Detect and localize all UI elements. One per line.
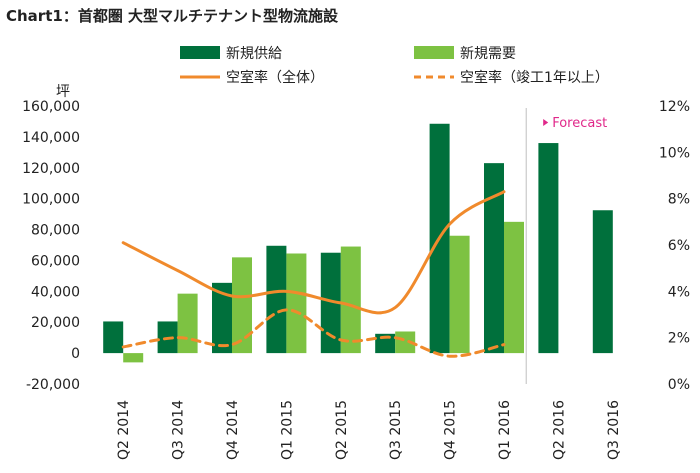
legend-label-vacancy-overall: 空室率（全体） [226, 69, 324, 86]
y2-tick-label: 12% [659, 99, 690, 115]
y-tick-label: 100,000 [22, 192, 80, 208]
x-tick-label: Q1 2016 [497, 400, 513, 460]
y2-tick-label: 10% [659, 145, 690, 161]
x-tick-label: Q2 2014 [116, 400, 132, 460]
bar [286, 253, 307, 354]
x-tick-label: Q2 2016 [551, 400, 567, 460]
lines [121, 190, 506, 358]
y-tick-label: 40,000 [31, 284, 80, 300]
y-axis-left: -20,000 0 20,000 40,000 60,000 80,000 100,000 1… [22, 99, 80, 393]
x-tick-label: Q3 2016 [606, 400, 622, 460]
x-tick-label: Q4 2015 [443, 400, 459, 460]
legend-swatch-new-demand [414, 46, 454, 59]
bar [212, 282, 232, 354]
y-tick-label: 80,000 [31, 223, 80, 239]
series-line [121, 308, 506, 358]
legend: 新規供給 新規需要 空室率（全体） 空室率（竣工1年以上） [180, 46, 609, 86]
legend-label-new-supply: 新規供給 [226, 46, 282, 62]
y2-tick-label: 6% [668, 238, 690, 254]
x-tick-label: Q4 2014 [225, 400, 241, 460]
legend-swatch-new-supply [180, 46, 220, 59]
bar [504, 221, 524, 354]
x-tick-label: Q2 2015 [334, 400, 350, 460]
bar [538, 143, 559, 354]
forecast-marker: Forecast [525, 108, 607, 384]
y2-tick-label: 4% [668, 284, 690, 300]
y-axis-label: 坪 [56, 84, 70, 100]
legend-label-new-demand: 新規需要 [460, 46, 516, 62]
y-tick-label: 60,000 [31, 253, 80, 269]
bar [320, 252, 341, 354]
bar [232, 257, 252, 354]
bar [177, 293, 198, 354]
bars [103, 123, 613, 363]
bar [266, 245, 287, 354]
bar [395, 331, 416, 354]
y-tick-label: -20,000 [26, 377, 80, 393]
y-tick-label: 20,000 [31, 315, 80, 331]
y-axis-right: 0% 2% 4% 6% 8% 10% 12% [659, 99, 690, 393]
bar [340, 246, 361, 354]
bar [592, 210, 613, 354]
x-tick-label: Q3 2015 [388, 400, 404, 460]
forecast-arrow-icon [543, 119, 549, 126]
x-axis: Q2 2014 Q3 2014 Q4 2014 Q1 2015 Q2 2015 Q3 20… [116, 400, 622, 460]
y2-tick-label: 8% [668, 192, 690, 208]
y2-tick-label: 2% [668, 331, 690, 347]
x-tick-label: Q3 2014 [171, 400, 187, 460]
forecast-label: Forecast [552, 116, 607, 131]
y-tick-label: 140,000 [22, 130, 80, 146]
chart-title: Chart1：首都圏 大型マルチテナント型物流施設 [6, 7, 339, 25]
bar [449, 235, 470, 354]
y-tick-label: 0 [71, 346, 80, 362]
series-line [121, 190, 506, 315]
bar [375, 333, 396, 354]
x-tick-label: Q1 2015 [279, 400, 295, 460]
bar [123, 353, 144, 363]
legend-label-vacancy-aged: 空室率（竣工1年以上） [460, 69, 609, 86]
y-tick-label: 160,000 [22, 99, 80, 115]
y2-tick-label: 0% [668, 377, 690, 393]
y-tick-label: 120,000 [22, 161, 80, 177]
bar [484, 163, 504, 354]
bar [103, 321, 124, 354]
